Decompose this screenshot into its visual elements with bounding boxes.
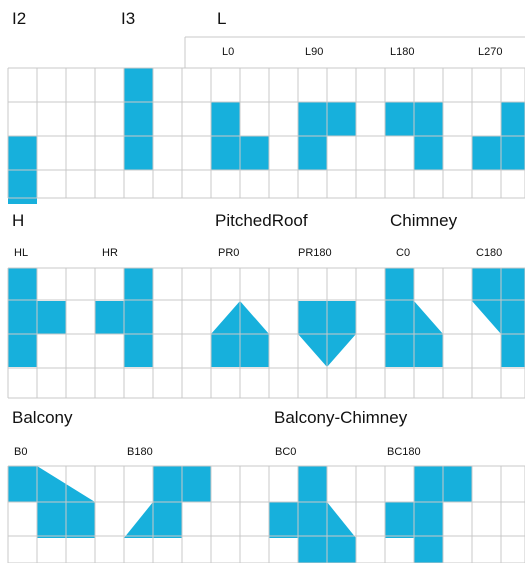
c0-cell <box>414 334 443 367</box>
c0-chimney-right-shape <box>414 301 443 334</box>
pr0-cell <box>211 334 240 367</box>
b0-cell <box>66 502 95 538</box>
c0-cell <box>385 301 414 334</box>
variant-label-c180: C180 <box>476 247 503 259</box>
variant-label-l270: L270 <box>478 46 503 58</box>
i3-cell <box>124 102 153 136</box>
section-title-pitchedroof: PitchedRoof <box>215 211 308 230</box>
l0-cell <box>211 136 240 170</box>
c180-cell <box>472 268 501 301</box>
c180-cell <box>501 268 525 301</box>
l0-cell <box>240 136 269 170</box>
variant-label-hl: HL <box>14 247 29 259</box>
bc180-cell <box>414 466 443 502</box>
hr-cell <box>124 301 153 334</box>
l90-cell <box>298 102 327 136</box>
pr180-cell <box>298 301 327 334</box>
section-title-i3: I3 <box>121 9 136 28</box>
l270-cell <box>472 136 501 170</box>
variant-label-pr180: PR180 <box>298 247 332 259</box>
bc0-cell <box>327 538 356 563</box>
bc0-cell <box>298 538 327 563</box>
hl-cell <box>8 301 37 334</box>
l180-cell <box>385 102 414 136</box>
variant-label-pr0: PR0 <box>218 247 240 259</box>
i3-cell <box>124 68 153 102</box>
pr0-cell <box>240 334 269 367</box>
l270-cell <box>501 136 525 170</box>
variant-label-b180: B180 <box>127 446 153 458</box>
c0-cell <box>385 268 414 301</box>
variant-label-bc180: BC180 <box>387 446 421 458</box>
i2-cell <box>8 136 37 170</box>
bc180-cell <box>414 538 443 563</box>
hl-cell <box>8 334 37 367</box>
bc180-cell <box>443 466 472 502</box>
c180-cell <box>501 301 525 334</box>
variant-label-l90: L90 <box>305 46 324 58</box>
c180-chimney-left-shape <box>472 301 501 334</box>
hr-cell <box>124 268 153 301</box>
variant-label-l180: L180 <box>390 46 415 58</box>
section-title-i2: I2 <box>12 9 27 28</box>
section-title-l: L <box>217 9 227 28</box>
b180-cell <box>182 466 211 502</box>
pr180-cell <box>327 301 356 334</box>
variant-label-c0: C0 <box>396 247 411 259</box>
l180-cell <box>414 102 443 136</box>
variant-label-bc0: BC0 <box>275 446 297 458</box>
l90-cell <box>327 102 356 136</box>
b180-cell <box>153 502 182 538</box>
hl-cell <box>8 268 37 301</box>
bc180-cell <box>385 502 414 538</box>
l180-cell <box>414 136 443 170</box>
i2-cell <box>8 170 37 204</box>
b0-cell <box>8 466 37 502</box>
hl-cell <box>37 301 66 334</box>
l270-cell <box>501 102 525 136</box>
l90-cell <box>298 136 327 170</box>
i3-cell <box>124 136 153 170</box>
bc0-bc-right-shape <box>327 502 356 538</box>
grid-lines <box>7 36 525 563</box>
section-title-balcony-chimney: Balcony-Chimney <box>274 408 408 427</box>
variant-label-hr: HR <box>102 247 118 259</box>
c0-cell <box>385 334 414 367</box>
bc0-cell <box>298 502 327 538</box>
c180-cell <box>501 334 525 367</box>
bc0-cell <box>269 502 298 538</box>
bc180-bc-left-shape <box>414 502 443 538</box>
variant-label-b0: B0 <box>14 446 28 458</box>
variant-label-l0: L0 <box>222 46 235 58</box>
l0-cell <box>211 102 240 136</box>
b180-cell <box>153 466 182 502</box>
section-title-h: H <box>12 211 25 230</box>
b0-cell <box>37 502 66 538</box>
hr-cell <box>124 334 153 367</box>
b180-balcony-left-shape <box>124 502 153 538</box>
hr-cell <box>95 301 124 334</box>
section-title-chimney: Chimney <box>390 211 458 230</box>
bc0-cell <box>298 466 327 502</box>
section-title-balcony: Balcony <box>12 408 73 427</box>
filled-cells <box>8 68 525 563</box>
